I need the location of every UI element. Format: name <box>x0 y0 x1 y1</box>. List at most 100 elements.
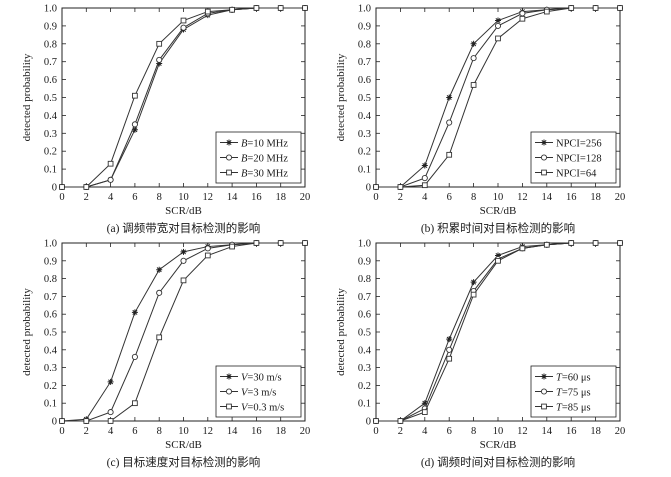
y-tick-label: 0.6 <box>44 310 57 321</box>
x-tick-label: 2 <box>398 426 403 437</box>
x-axis-label: SCR/dB <box>165 439 202 451</box>
data-point <box>446 94 453 101</box>
y-tick-label: 0 <box>366 417 371 428</box>
x-tick-label: 12 <box>517 192 528 203</box>
x-tick-label: 2 <box>398 192 403 203</box>
data-point <box>421 174 428 182</box>
y-tick-label: 0.5 <box>358 93 371 104</box>
data-point <box>132 400 138 407</box>
legend-marker <box>226 373 232 380</box>
x-tick-label: 0 <box>59 426 64 437</box>
data-point <box>59 184 65 190</box>
y-tick-label: 0.2 <box>44 381 57 392</box>
panel-caption: (a) 调频带宽对目标检测的影响 <box>107 221 261 235</box>
data-point <box>156 266 163 273</box>
y-tick-label: 0.3 <box>358 129 371 140</box>
x-tick-label: 12 <box>203 192 214 203</box>
data-point <box>156 60 163 67</box>
x-tick-label: 8 <box>157 426 162 437</box>
data-point <box>131 309 138 316</box>
y-tick-label: 0.8 <box>358 274 371 285</box>
legend-label: B=20 MHz <box>241 153 288 164</box>
data-point <box>470 291 477 298</box>
legend-marker <box>541 373 547 380</box>
x-tick-label: 8 <box>471 426 476 437</box>
y-tick-label: 0.7 <box>358 292 371 303</box>
y-tick-label: 0.1 <box>44 165 57 176</box>
data-point <box>156 334 163 341</box>
data-point <box>229 243 235 250</box>
series-3 <box>373 240 623 424</box>
legend-marker <box>226 139 232 146</box>
y-tick-label: 0.6 <box>358 75 371 86</box>
legend: NPCI=256 NPCI=128 NPCI=64 <box>530 131 617 184</box>
legend-label: T=75 μs <box>556 387 591 398</box>
y-tick-label: 0 <box>52 417 57 428</box>
x-tick-label: 10 <box>493 192 504 203</box>
data-point <box>446 336 453 343</box>
x-tick-label: 18 <box>590 426 601 437</box>
data-point <box>107 160 114 167</box>
x-axis-label: SCR/dB <box>165 205 202 217</box>
data-point <box>302 5 308 11</box>
chart-panel-3: 0 2 4 6 8 10 12 14 16 18 20 0 0.1 0.2 0.3 0.4 0.5 0.6 0.7 0… <box>21 239 310 470</box>
x-tick-label: 4 <box>108 192 114 203</box>
data-point <box>59 418 65 424</box>
data-point <box>131 353 138 360</box>
legend: B=10 MHz B=20 MHz B=30 MHz <box>215 131 302 184</box>
y-tick-label: 0.1 <box>358 399 371 410</box>
data-point <box>397 418 404 424</box>
legend-marker <box>540 388 548 395</box>
x-tick-label: 14 <box>542 192 553 203</box>
chart-panel-4: 0 2 4 6 8 10 12 14 16 18 20 0 0.1 0.2 0.3 0.4 0.5 0.6 0.7 0… <box>335 239 625 470</box>
y-tick-label: 0.9 <box>358 21 371 32</box>
data-point <box>568 5 575 11</box>
x-tick-label: 10 <box>493 426 504 437</box>
data-point <box>543 241 550 248</box>
y-tick-label: 1.0 <box>44 239 57 250</box>
x-tick-label: 14 <box>227 426 238 437</box>
data-point <box>421 400 428 407</box>
x-tick-label: 0 <box>59 192 64 203</box>
y-tick-label: 1.0 <box>44 4 57 15</box>
data-point <box>421 162 428 169</box>
data-point <box>131 121 138 128</box>
x-tick-label: 0 <box>373 192 378 203</box>
x-tick-label: 20 <box>300 426 311 437</box>
data-point <box>446 355 453 362</box>
data-point <box>156 40 163 47</box>
data-point <box>470 40 477 47</box>
legend: V=30 m/s V=3 m/s V=0.3 m/s <box>215 365 302 418</box>
legend-marker <box>541 169 547 176</box>
legend-label: NPCI=128 <box>556 153 602 164</box>
x-axis-label: SCR/dB <box>480 439 517 451</box>
y-tick-label: 0.6 <box>358 310 371 321</box>
data-point <box>204 252 211 259</box>
y-tick-label: 1.0 <box>358 4 371 15</box>
data-point <box>180 248 187 255</box>
y-tick-label: 0.1 <box>358 165 371 176</box>
y-tick-label: 0.8 <box>44 39 57 50</box>
data-point <box>107 418 114 424</box>
y-tick-label: 0.9 <box>44 256 57 267</box>
data-point <box>180 277 187 284</box>
y-tick-label: 0.6 <box>44 75 57 86</box>
legend-marker <box>225 388 233 395</box>
x-tick-label: 6 <box>132 426 137 437</box>
data-point <box>107 378 114 385</box>
data-point <box>204 8 211 15</box>
data-point <box>446 346 453 353</box>
legend-marker <box>226 169 232 176</box>
x-tick-label: 20 <box>615 192 626 203</box>
data-point <box>494 22 502 29</box>
x-tick-label: 18 <box>275 426 286 437</box>
y-axis-label: detected probability <box>335 288 347 376</box>
panel-caption: (b) 积累时间对目标检测的影响 <box>421 221 575 235</box>
y-axis-label: detected probability <box>335 53 347 141</box>
data-point <box>180 257 187 264</box>
data-point <box>277 240 284 246</box>
data-point <box>519 10 526 17</box>
data-point <box>470 55 477 62</box>
legend-label: B=30 MHz <box>241 168 288 179</box>
y-tick-label: 0.4 <box>358 345 372 356</box>
